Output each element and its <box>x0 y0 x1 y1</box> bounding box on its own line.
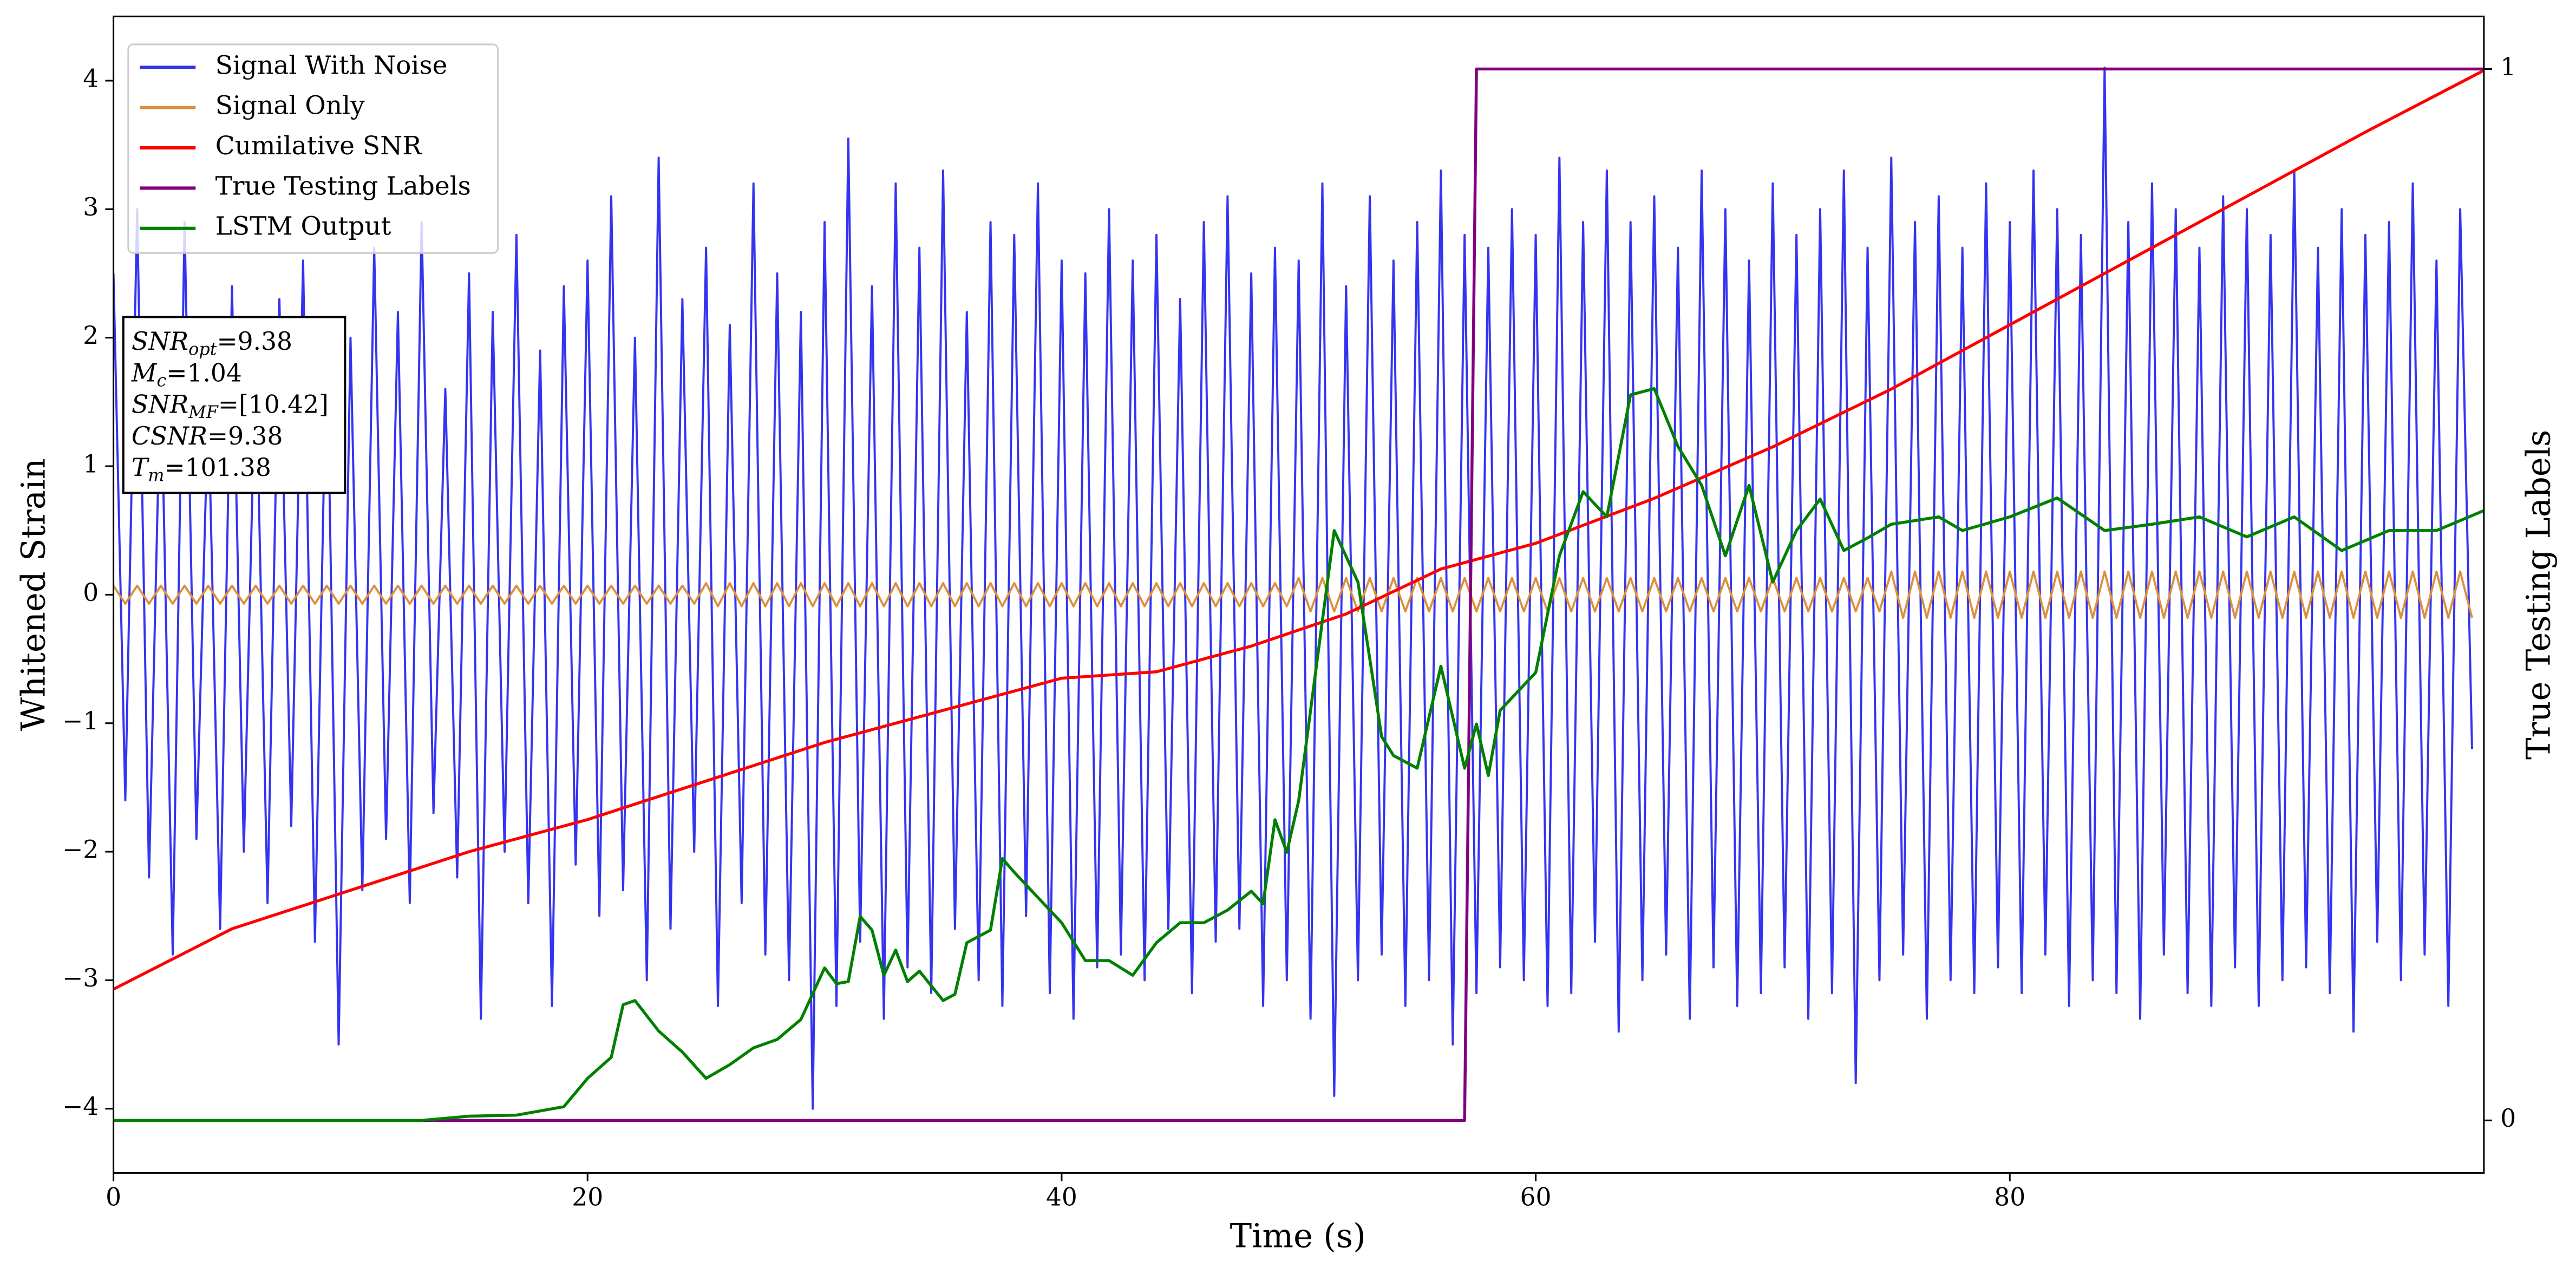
series-line <box>113 69 2484 991</box>
y-tick-label: −2 <box>62 835 99 864</box>
y-tick-label: −1 <box>62 707 99 735</box>
annotation-subscript: m <box>148 465 164 485</box>
x-tick-label: 0 <box>106 1182 121 1211</box>
x-tick-label: 40 <box>1046 1182 1077 1211</box>
annotation-value: =9.38 <box>217 327 292 356</box>
legend-text: True Testing Labels <box>215 171 471 201</box>
annotation-line: SNRMF=[10.42] <box>132 390 329 422</box>
y2-tick-label: 1 <box>2500 53 2516 81</box>
annotation-line: Tm=101.38 <box>132 453 271 485</box>
y-tick-label: 2 <box>83 321 99 350</box>
annotation-symbol: CSNR <box>132 421 207 450</box>
annotation-line: Mc=1.04 <box>131 358 242 390</box>
annotation-value: =[10.42] <box>218 390 329 419</box>
y-tick-label: 0 <box>83 578 99 607</box>
y-tick-label: −4 <box>62 1092 99 1121</box>
annotation-symbol: T <box>132 453 150 482</box>
y-axis-label: Whitened Strain <box>15 458 53 731</box>
annotation-value: =9.38 <box>207 421 283 450</box>
series-line <box>113 387 2484 1122</box>
x-tick-label: 80 <box>1994 1182 2025 1211</box>
plot-area <box>113 67 2484 1122</box>
y2-axis-label: True Testing Labels <box>2520 430 2558 760</box>
x-tick-label: 60 <box>1520 1182 1552 1211</box>
x-axis-label: Time (s) <box>1230 1217 1366 1255</box>
series-line <box>113 67 2484 1122</box>
annotation-line: CSNR=9.38 <box>132 421 283 450</box>
annotation-symbol: SNR <box>132 390 188 419</box>
annotation-line: SNRopt=9.38 <box>132 327 292 359</box>
legend-text: LSTM Output <box>215 212 391 241</box>
y-tick-label: 1 <box>83 450 99 479</box>
series-line <box>113 570 2473 619</box>
series-line <box>113 67 2473 1110</box>
legend-text: Signal With Noise <box>215 50 448 80</box>
x-tick-label: 20 <box>572 1182 603 1211</box>
annotation-frame <box>122 316 346 494</box>
y-tick-label: −3 <box>62 964 99 992</box>
legend-text: Signal Only <box>215 91 365 121</box>
y2-tick-label: 0 <box>2500 1104 2516 1133</box>
legend: Signal With Noise Signal Only Cumilative S… <box>127 43 499 254</box>
annotation-subscript: MF <box>188 401 219 422</box>
annotation-symbol: SNR <box>132 327 188 356</box>
annotation-value: =101.38 <box>165 453 271 482</box>
annotation-symbol: M <box>131 358 158 387</box>
annotation-value: =1.04 <box>166 358 241 387</box>
annotation-box: SNRopt=9.38Mc=1.04SNRMF=[10.42]CSNR=9.38… <box>122 316 346 494</box>
y-tick-label: 3 <box>83 193 99 221</box>
y-tick-label: 4 <box>83 64 99 93</box>
legend-box <box>127 43 499 254</box>
annotation-subscript: c <box>157 370 167 390</box>
legend-text: Cumilative SNR <box>215 131 423 161</box>
annotation-subscript: opt <box>188 338 217 359</box>
